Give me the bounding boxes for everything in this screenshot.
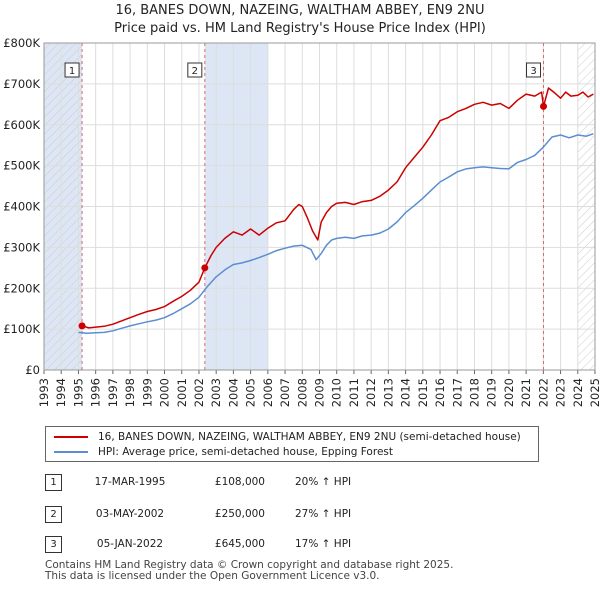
transaction-date: 05-JAN-2022 xyxy=(96,538,164,550)
y-tick-label: £200K xyxy=(3,281,40,295)
y-tick-label: £0 xyxy=(25,363,40,377)
y-tick-label: £700K xyxy=(3,77,40,91)
y-tick-label: £400K xyxy=(3,200,40,214)
x-tick-label: 2012 xyxy=(364,378,378,407)
transaction-hpi-diff: 17% ↑ HPI xyxy=(295,538,352,550)
x-tick-label: 2006 xyxy=(261,378,275,407)
sale-marker-label: 2 xyxy=(192,66,198,77)
x-tick-label: 2002 xyxy=(192,378,206,407)
x-tick-label: 2015 xyxy=(416,378,430,407)
x-tick-label: 2008 xyxy=(295,378,309,407)
transaction-row: 2 03-MAY-2002 £250,000 27% ↑ HPI xyxy=(45,506,465,524)
footer-attribution: Contains HM Land Registry data © Crown c… xyxy=(45,560,585,582)
transaction-number-badge: 1 xyxy=(45,474,62,491)
hpi-series-line xyxy=(78,132,594,334)
transaction-price: £108,000 xyxy=(214,476,265,488)
x-tick-label: 2017 xyxy=(450,378,464,407)
x-tick-label: 2019 xyxy=(485,378,499,407)
y-tick-label: £600K xyxy=(3,118,40,132)
x-tick-label: 1996 xyxy=(89,378,103,407)
legend-item-hpi: HPI: Average price, semi-detached house,… xyxy=(54,445,393,459)
x-tick-label: 2023 xyxy=(554,378,568,407)
footer-line-1: Contains HM Land Registry data © Crown c… xyxy=(45,559,454,571)
sale-marker-badge xyxy=(64,62,80,78)
sale-marker-label: 1 xyxy=(69,66,75,77)
x-tick-label: 1993 xyxy=(37,378,51,407)
sale-point xyxy=(78,322,86,330)
x-tick-label: 2024 xyxy=(571,378,585,407)
x-tick-label: 2021 xyxy=(519,378,533,407)
transaction-row: 1 17-MAR-1995 £108,000 20% ↑ HPI xyxy=(45,474,465,492)
x-tick-label: 2018 xyxy=(467,378,481,407)
x-tick-label: 2003 xyxy=(209,378,223,407)
legend-label-hpi: HPI: Average price, semi-detached house,… xyxy=(98,446,393,458)
chart-title-line-1: 16, BANES DOWN, NAZEING, WALTHAM ABBEY, … xyxy=(115,3,485,18)
x-tick-label: 2010 xyxy=(330,378,344,407)
legend-swatch-property xyxy=(54,436,88,438)
transaction-date: 17-MAR-1995 xyxy=(94,476,166,488)
x-tick-label: 2011 xyxy=(347,378,361,407)
y-tick-label: £300K xyxy=(3,240,40,254)
x-tick-label: 2013 xyxy=(381,378,395,407)
transaction-row: 3 05-JAN-2022 £645,000 17% ↑ HPI xyxy=(45,536,465,554)
x-tick-label: 1995 xyxy=(71,378,85,407)
y-tick-label: £100K xyxy=(3,322,40,336)
transaction-date: 03-MAY-2002 xyxy=(95,508,165,520)
sale-marker-badge xyxy=(187,62,203,78)
property-series-line xyxy=(81,87,594,329)
chart-title: 16, BANES DOWN, NAZEING, WALTHAM ABBEY, … xyxy=(0,2,600,38)
transaction-number-badge: 3 xyxy=(45,536,62,553)
legend-swatch-hpi xyxy=(54,451,88,453)
sale-marker-badge xyxy=(526,62,542,78)
x-tick-label: 2007 xyxy=(278,378,292,407)
x-tick-label: 1998 xyxy=(123,378,137,407)
y-tick-label: £800K xyxy=(3,36,40,50)
legend-label-property: 16, BANES DOWN, NAZEING, WALTHAM ABBEY, … xyxy=(98,431,521,443)
y-tick-label: £500K xyxy=(3,159,40,173)
transaction-hpi-diff: 20% ↑ HPI xyxy=(295,476,352,488)
x-tick-label: 2014 xyxy=(399,378,413,407)
footer-line-2: This data is licensed under the Open Gov… xyxy=(45,570,380,582)
legend-item-property: 16, BANES DOWN, NAZEING, WALTHAM ABBEY, … xyxy=(54,430,521,444)
x-tick-label: 1997 xyxy=(106,378,120,407)
legend: 16, BANES DOWN, NAZEING, WALTHAM ABBEY, … xyxy=(45,426,539,462)
x-tick-label: 2020 xyxy=(502,378,516,407)
x-tick-label: 1999 xyxy=(140,378,154,407)
transaction-price: £645,000 xyxy=(214,538,265,550)
sale-marker-label: 3 xyxy=(530,66,536,77)
x-tick-label: 2004 xyxy=(226,378,240,407)
plot-border xyxy=(43,42,596,371)
sale-point xyxy=(540,102,548,110)
x-tick-label: 2016 xyxy=(433,378,447,407)
chart-title-line-2: Price paid vs. HM Land Registry's House … xyxy=(114,21,486,36)
x-tick-label: 2000 xyxy=(158,378,172,407)
sale-point xyxy=(201,264,209,272)
transaction-number-badge: 2 xyxy=(45,506,62,523)
x-tick-label: 2022 xyxy=(536,378,550,407)
x-tick-label: 1994 xyxy=(54,378,68,407)
x-tick-label: 2025 xyxy=(588,378,600,407)
transaction-hpi-diff: 27% ↑ HPI xyxy=(295,508,352,520)
transaction-price: £250,000 xyxy=(214,508,265,520)
x-tick-label: 2001 xyxy=(175,378,189,407)
x-tick-label: 2005 xyxy=(244,378,258,407)
price-chart: £0 £100K £200K £300K £400K £500K £600K £700K £80… xyxy=(3,36,600,407)
x-tick-label: 2009 xyxy=(313,378,327,407)
